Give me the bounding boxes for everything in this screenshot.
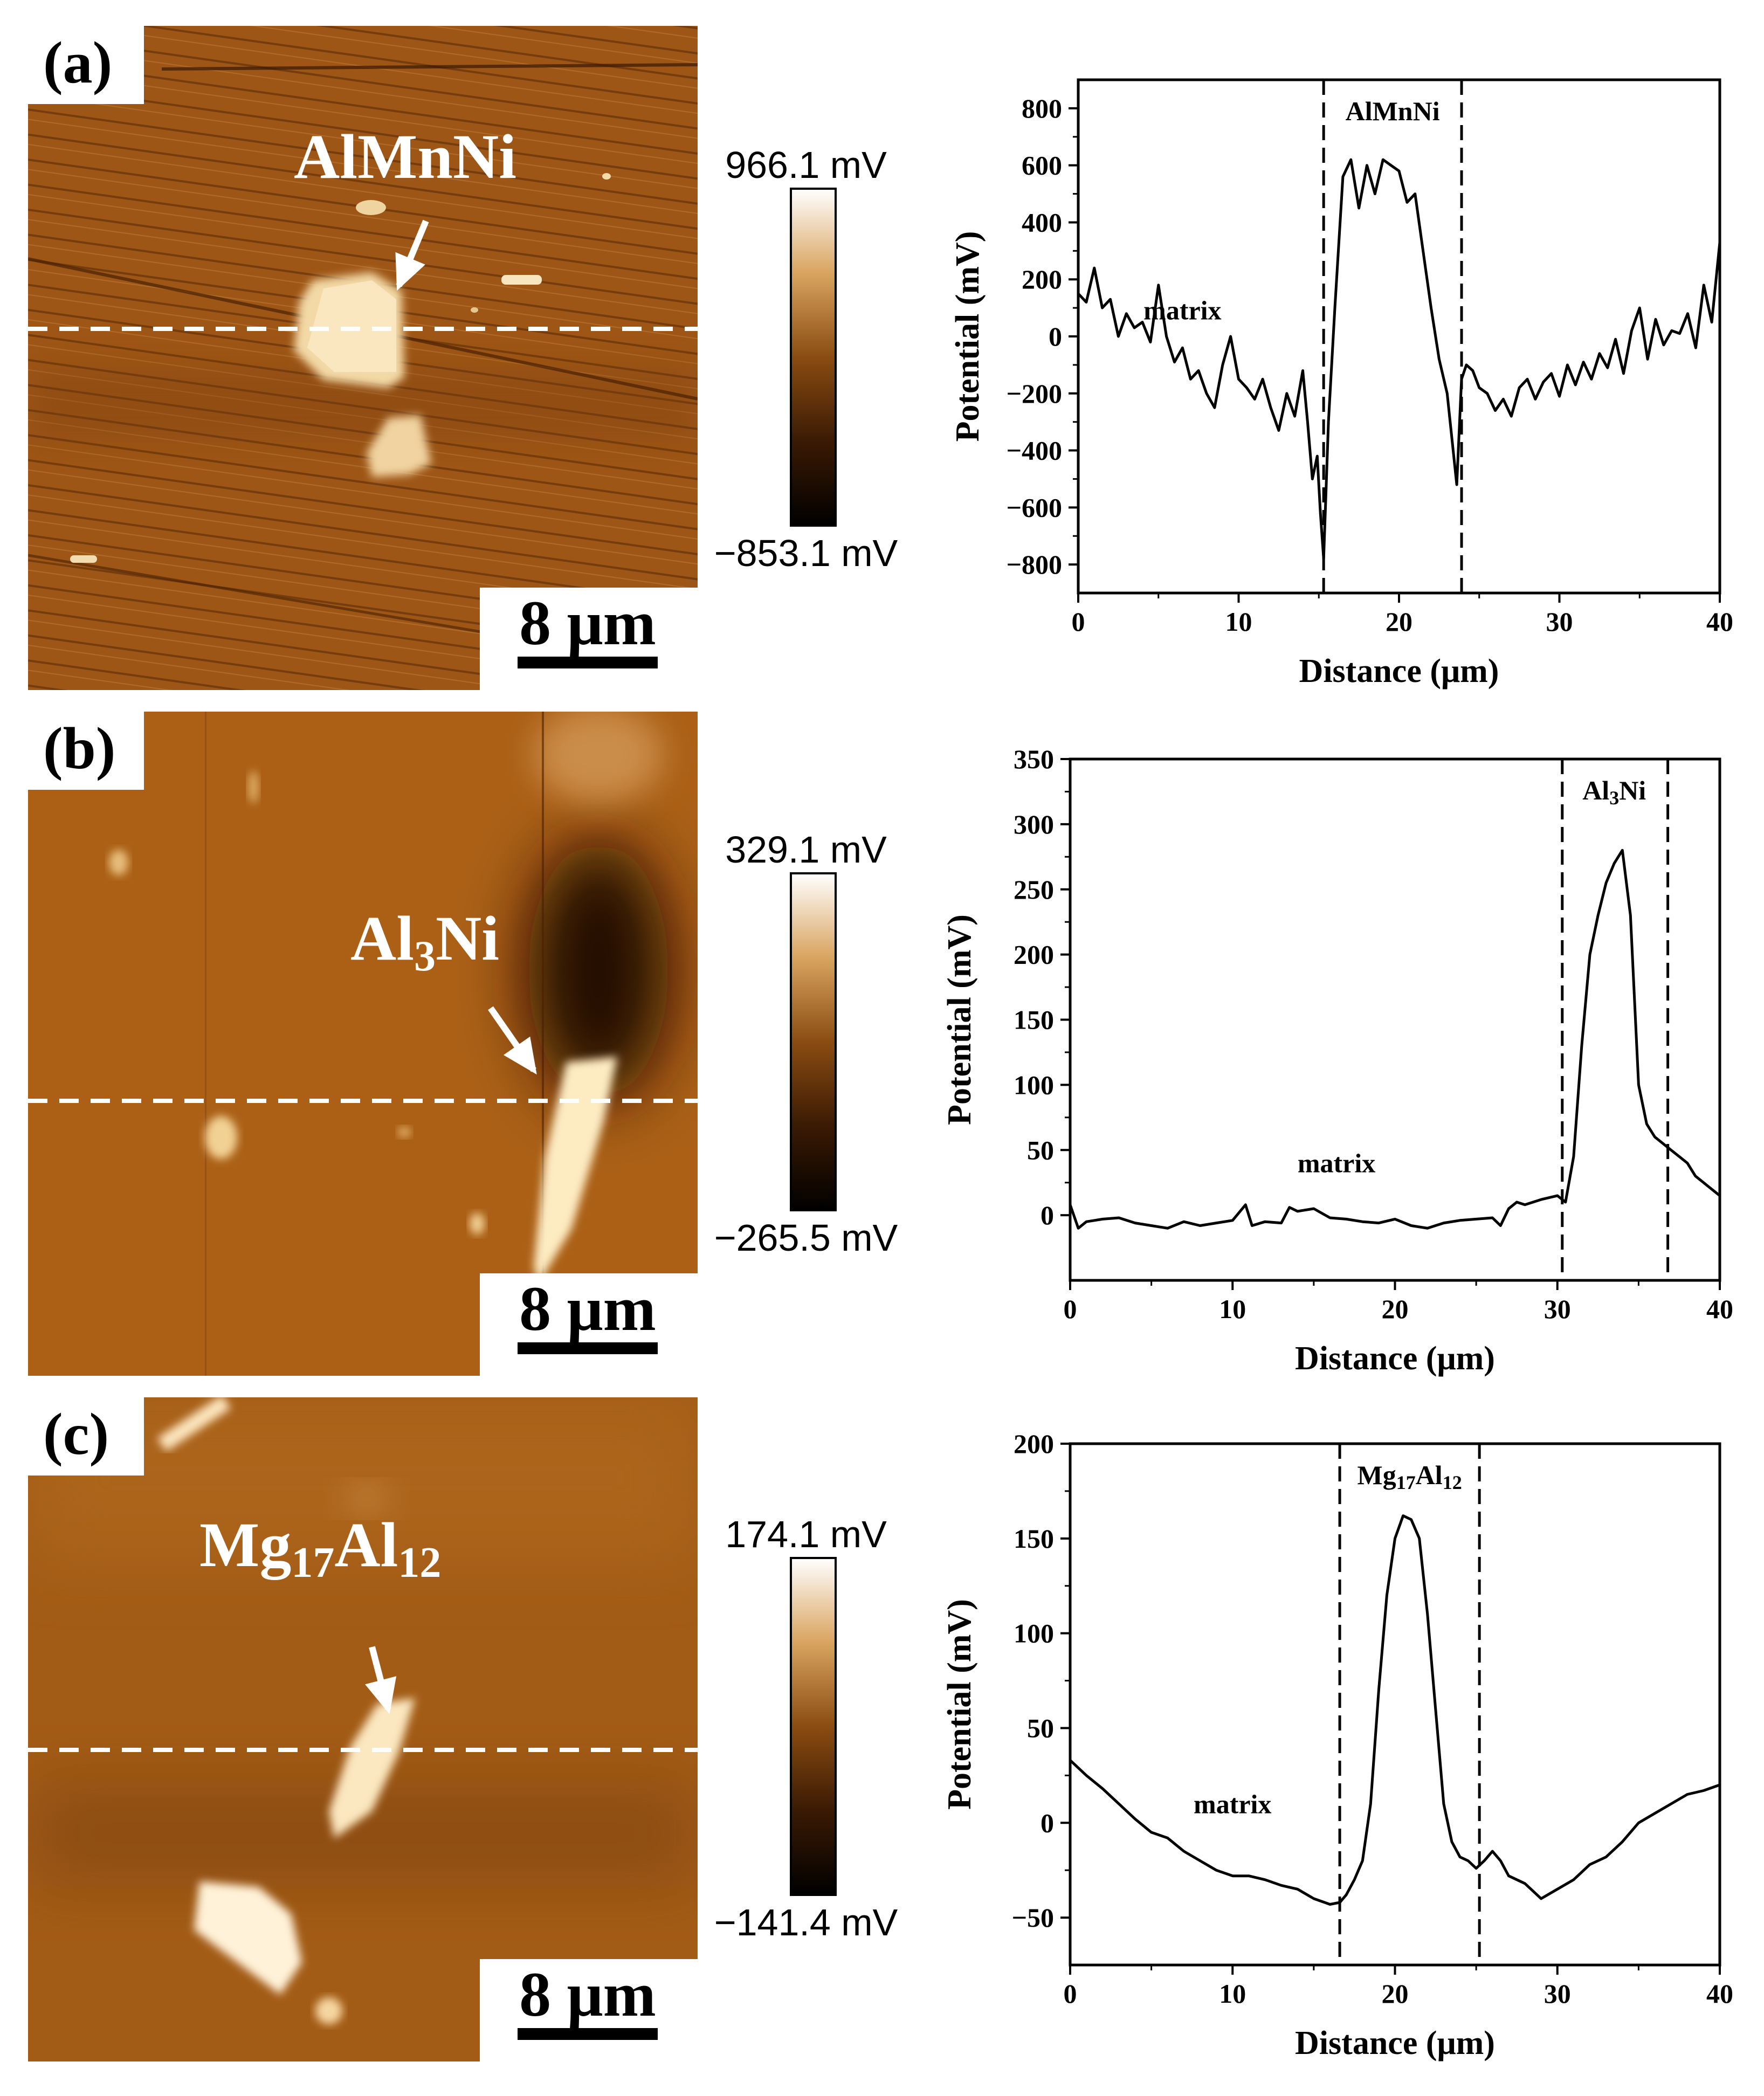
line-chart-2: 0 10 20 30 40 0 50 100 150 200 250 300 350 Distance (… bbox=[941, 744, 1733, 1377]
x-tick-label: 20 bbox=[1382, 1978, 1409, 2009]
afm-image-a bbox=[28, 26, 698, 690]
y-tick-label: 0 bbox=[1041, 1200, 1054, 1230]
colorbar-max-label: 966.1 mV bbox=[725, 144, 887, 186]
scale-bar-label: 8 μm bbox=[519, 1959, 656, 2030]
colorbar-min-label: −853.1 mV bbox=[714, 532, 898, 574]
y-tick-label: 50 bbox=[1027, 1713, 1054, 1743]
phase-label: AlMnNi bbox=[294, 121, 516, 192]
potential-profile-line bbox=[1069, 849, 1721, 1230]
y-tick-label: −50 bbox=[1012, 1902, 1055, 1933]
x-tick-label: 0 bbox=[1072, 606, 1085, 637]
colorbar bbox=[790, 188, 837, 527]
y-axis-title: Potential (mV) bbox=[949, 231, 986, 442]
x-axis-title: Distance (μm) bbox=[1295, 1340, 1495, 1377]
arrow-head bbox=[395, 252, 425, 291]
x-tick-label: 10 bbox=[1225, 606, 1252, 637]
phase-label: Al3Ni bbox=[350, 903, 499, 980]
y-tick-label: 0 bbox=[1049, 321, 1062, 351]
afm-image-b bbox=[28, 712, 698, 1376]
colorbar-min-label: −265.5 mV bbox=[714, 1217, 898, 1259]
line-chart-1: 0 10 20 30 40 −800 −600 −400 −200 0 200 400 600 800 Di… bbox=[949, 78, 1733, 690]
x-axis-title: Distance (μm) bbox=[1299, 653, 1499, 690]
colorbar-max-label: 174.1 mV bbox=[725, 1513, 887, 1555]
panel-overlay-1: (a) AlMnNi 8 μm 966.1 mV −853.1 mV bbox=[28, 26, 898, 690]
matrix-label: matrix bbox=[1298, 1148, 1375, 1178]
y-tick-label: 100 bbox=[1014, 1070, 1054, 1100]
x-axis-title: Distance (μm) bbox=[1295, 2025, 1495, 2061]
y-tick-label: 250 bbox=[1014, 874, 1054, 905]
y-tick-label: 200 bbox=[1022, 264, 1062, 294]
x-tick-label: 0 bbox=[1064, 1294, 1077, 1324]
y-tick-label: −800 bbox=[1007, 549, 1063, 580]
x-tick-label: 30 bbox=[1544, 1978, 1571, 2009]
y-tick-label: 350 bbox=[1014, 744, 1054, 774]
potential-profile-line bbox=[1069, 1514, 1720, 1906]
plot-frame bbox=[1069, 1442, 1721, 1967]
panel-overlay-3: (c) Mg17Al12 8 μm 174.1 mV −141.4 mV bbox=[28, 1397, 898, 2061]
panel-label-box bbox=[28, 712, 144, 790]
matrix-label: matrix bbox=[1194, 1789, 1271, 1819]
panel-label: (a) bbox=[43, 30, 112, 95]
x-tick-label: 0 bbox=[1064, 1978, 1077, 2009]
y-tick-label: 100 bbox=[1014, 1618, 1054, 1649]
plot-frame bbox=[1077, 78, 1721, 595]
x-tick-label: 10 bbox=[1219, 1294, 1246, 1324]
arrow-head bbox=[503, 1036, 537, 1075]
x-tick-label: 20 bbox=[1382, 1294, 1409, 1324]
colorbar-max-label: 329.1 mV bbox=[725, 829, 887, 871]
panel-overlay-2: (b) Al3Ni 8 μm 329.1 mV −265.5 mV bbox=[28, 712, 898, 1376]
colorbar bbox=[790, 1557, 837, 1896]
scale-bar bbox=[518, 2028, 658, 2040]
panel-label-box bbox=[28, 1397, 144, 1476]
region-label: Mg17Al12 bbox=[1358, 1460, 1462, 1493]
y-tick-label: 800 bbox=[1022, 93, 1062, 123]
x-tick-label: 30 bbox=[1546, 606, 1573, 637]
scale-bar-box bbox=[480, 1273, 698, 1376]
x-tick-label: 40 bbox=[1706, 1294, 1733, 1324]
x-tick-label: 40 bbox=[1706, 606, 1733, 637]
region-label: Al3Ni bbox=[1582, 775, 1646, 809]
y-tick-label: 150 bbox=[1014, 1005, 1054, 1035]
y-tick-label: 50 bbox=[1027, 1135, 1054, 1165]
colorbar-min-label: −141.4 mV bbox=[714, 1901, 898, 1943]
y-tick-label: −400 bbox=[1007, 436, 1063, 466]
x-tick-label: 10 bbox=[1219, 1978, 1246, 2009]
panel-label-box bbox=[28, 26, 144, 104]
y-tick-label: 400 bbox=[1022, 207, 1062, 237]
panel-label: (c) bbox=[43, 1401, 109, 1467]
y-tick-label: 600 bbox=[1022, 150, 1062, 181]
y-tick-label: −600 bbox=[1007, 492, 1063, 522]
y-tick-label: −200 bbox=[1007, 378, 1063, 409]
arrow-head bbox=[365, 1676, 397, 1714]
plot-frame bbox=[1069, 757, 1721, 1282]
y-axis-title: Potential (mV) bbox=[941, 914, 978, 1125]
panel-label: (b) bbox=[43, 715, 115, 781]
scale-bar-box bbox=[480, 1959, 698, 2061]
y-axis-title: Potential (mV) bbox=[941, 1599, 978, 1810]
x-tick-label: 30 bbox=[1544, 1294, 1571, 1324]
x-tick-label: 20 bbox=[1386, 606, 1412, 637]
x-tick-label: 40 bbox=[1706, 1978, 1733, 2009]
y-tick-label: 300 bbox=[1014, 809, 1054, 839]
potential-profile-line bbox=[1077, 158, 1721, 560]
scale-bar bbox=[518, 1342, 658, 1354]
y-tick-label: 200 bbox=[1014, 1429, 1054, 1459]
colorbar bbox=[790, 872, 837, 1211]
line-chart-3: 0 10 20 30 40 −50 0 50 100 150 200 Distance (μm) Pot… bbox=[941, 1429, 1733, 2061]
y-tick-label: 150 bbox=[1014, 1523, 1054, 1554]
scale-bar-label: 8 μm bbox=[519, 1273, 656, 1344]
scale-bar-box bbox=[480, 588, 698, 690]
scale-bar bbox=[518, 657, 658, 668]
y-tick-label: 200 bbox=[1014, 940, 1054, 970]
y-tick-label: 0 bbox=[1041, 1808, 1054, 1838]
scale-bar-label: 8 μm bbox=[519, 588, 656, 658]
phase-label: Mg17Al12 bbox=[199, 1509, 441, 1587]
region-label: AlMnNi bbox=[1346, 96, 1440, 126]
